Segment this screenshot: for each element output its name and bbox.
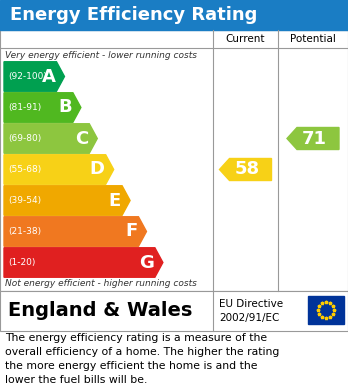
Text: A: A xyxy=(42,68,55,86)
Text: 58: 58 xyxy=(235,160,260,179)
Text: Energy Efficiency Rating: Energy Efficiency Rating xyxy=(10,6,258,24)
Text: E: E xyxy=(109,192,121,210)
Polygon shape xyxy=(4,186,130,215)
Polygon shape xyxy=(4,62,64,91)
Polygon shape xyxy=(4,155,114,184)
Text: (1-20): (1-20) xyxy=(8,258,35,267)
Text: B: B xyxy=(58,99,72,117)
Text: Current: Current xyxy=(226,34,265,44)
Polygon shape xyxy=(4,93,81,122)
Text: EU Directive
2002/91/EC: EU Directive 2002/91/EC xyxy=(219,300,283,323)
Polygon shape xyxy=(287,127,339,149)
Text: (21-38): (21-38) xyxy=(8,227,41,236)
Polygon shape xyxy=(4,124,97,153)
Polygon shape xyxy=(220,158,271,181)
Text: Very energy efficient - lower running costs: Very energy efficient - lower running co… xyxy=(5,51,197,60)
Text: Not energy efficient - higher running costs: Not energy efficient - higher running co… xyxy=(5,279,197,288)
Text: (55-68): (55-68) xyxy=(8,165,41,174)
Text: England & Wales: England & Wales xyxy=(8,301,192,321)
Text: (81-91): (81-91) xyxy=(8,103,41,112)
Text: (92-100): (92-100) xyxy=(8,72,47,81)
Text: (39-54): (39-54) xyxy=(8,196,41,205)
Text: G: G xyxy=(139,253,154,271)
Bar xyxy=(0,30,348,291)
Text: The energy efficiency rating is a measure of the
overall efficiency of a home. T: The energy efficiency rating is a measur… xyxy=(5,333,279,385)
Polygon shape xyxy=(4,248,163,277)
Text: F: F xyxy=(125,222,137,240)
Bar xyxy=(0,0,348,30)
Text: Potential: Potential xyxy=(290,34,336,44)
Polygon shape xyxy=(4,217,147,246)
Bar xyxy=(308,296,344,324)
Text: D: D xyxy=(90,160,105,179)
Text: C: C xyxy=(75,129,88,147)
Text: 71: 71 xyxy=(302,129,327,147)
Text: (69-80): (69-80) xyxy=(8,134,41,143)
Bar xyxy=(0,291,348,331)
